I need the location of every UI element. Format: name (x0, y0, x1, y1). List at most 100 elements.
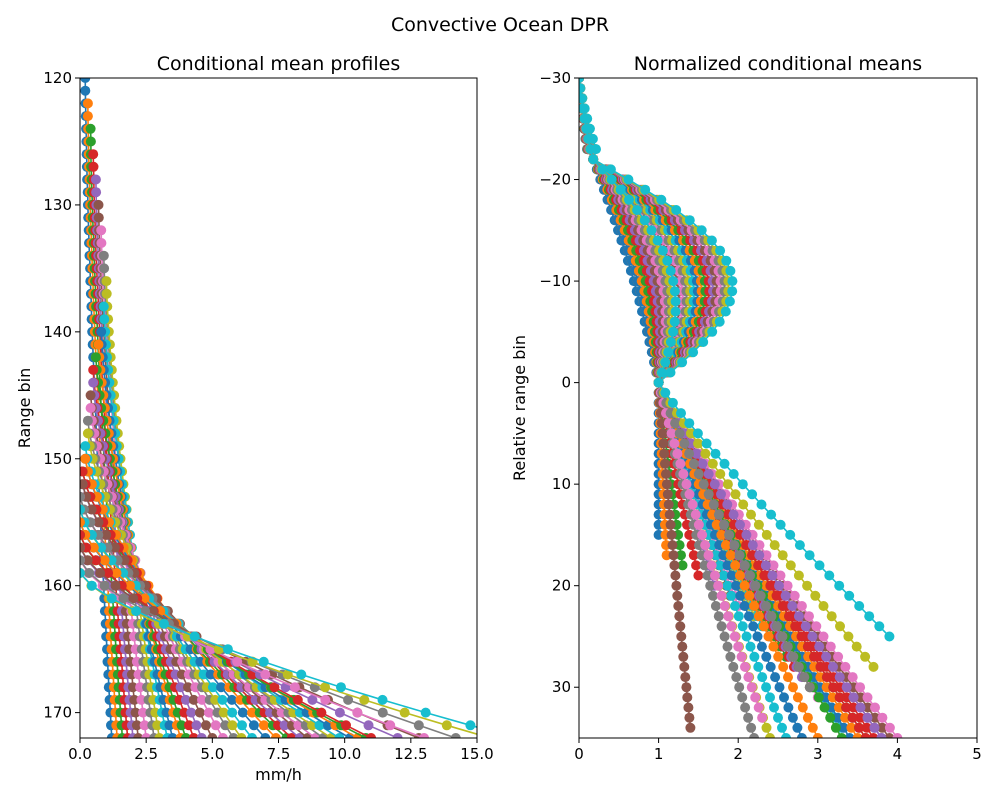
right-data-point (729, 631, 740, 642)
right-data-point (812, 733, 823, 738)
right-data-point (807, 631, 818, 642)
right-data-point (760, 560, 771, 571)
right-data-point (727, 286, 738, 297)
right-data-point (722, 641, 733, 652)
right-data-point (700, 540, 711, 551)
right-data-point (765, 733, 775, 738)
right-data-point (715, 469, 726, 479)
right-data-point (581, 123, 592, 134)
right-data-point (836, 733, 847, 738)
left-x-tick-label: 10.0 (328, 745, 361, 763)
right-data-point (794, 540, 805, 551)
right-data-point (804, 611, 814, 622)
right-data-point (868, 661, 879, 672)
right-data-point (825, 712, 836, 723)
right-y-tick-label: 20 (552, 577, 571, 595)
right-data-point (733, 641, 744, 652)
left-data-point (377, 694, 388, 705)
right-data-point (746, 509, 756, 520)
right-data-point (615, 184, 626, 195)
right-data-point (597, 164, 608, 175)
left-data-point (289, 682, 300, 693)
left-data-point (399, 707, 410, 718)
right-data-point (775, 519, 786, 530)
right-data-point (724, 529, 735, 540)
right-data-point (688, 458, 699, 469)
right-data-point (765, 692, 775, 703)
right-data-point (748, 621, 759, 632)
right-data-point (754, 550, 765, 561)
right-data-point (821, 651, 832, 662)
right-data-point (728, 509, 739, 520)
right-data-point (687, 499, 698, 510)
left-data-point (359, 694, 370, 705)
right-data-point (718, 570, 729, 581)
left-data-point (80, 517, 85, 528)
right-data-point (653, 529, 664, 540)
right-data-point (841, 702, 852, 713)
right-data-point (719, 519, 729, 530)
right-series-39 (579, 78, 895, 642)
right-data-point (693, 469, 704, 479)
left-data-point (184, 720, 194, 731)
right-data-point (804, 550, 815, 561)
right-data-point (892, 733, 903, 738)
right-data-point (814, 560, 825, 571)
left-y-tick-label: 150 (43, 450, 72, 468)
left-y-tick-label: 140 (43, 323, 72, 341)
right-data-point (726, 590, 737, 601)
right-data-point (766, 611, 777, 622)
left-x-tick-label: 5.0 (200, 745, 224, 763)
right-data-point (719, 631, 730, 642)
right-data-point (774, 682, 785, 693)
right-data-point (852, 733, 863, 738)
right-data-point (700, 448, 711, 459)
right-data-point (691, 560, 702, 571)
right-data-point (884, 631, 895, 642)
right-data-point (799, 672, 810, 683)
left-data-point (210, 720, 221, 731)
right-data-point (684, 529, 695, 540)
right-data-point (588, 154, 599, 165)
right-data-point (693, 438, 704, 449)
left-y-ticks: 120 130 140 150 160 170 (43, 69, 80, 722)
right-data-point (676, 631, 687, 642)
left-data-point (341, 720, 351, 731)
right-data-point (721, 255, 732, 266)
right-data-point (724, 296, 735, 307)
left-data-point (334, 707, 345, 718)
right-data-point (671, 580, 682, 591)
right-data-point (668, 326, 679, 337)
right-data-point (680, 672, 691, 683)
right-data-point (672, 448, 683, 459)
right-data-point (737, 621, 748, 632)
right-data-point (710, 601, 721, 611)
right-data-point (703, 489, 714, 500)
right-data-point (681, 682, 692, 693)
right-data-point (725, 550, 736, 561)
right-data-point (800, 621, 811, 632)
right-data-point (815, 661, 826, 672)
right-data-point (705, 580, 716, 591)
left-data-point (197, 694, 207, 705)
right-data-point (740, 661, 750, 672)
right-data-point (716, 489, 726, 500)
left-data-point (179, 707, 190, 718)
right-data-point (750, 580, 761, 591)
right-data-point (741, 631, 752, 642)
right-data-point (832, 712, 843, 723)
left-data-point (90, 352, 101, 363)
left-series-line (80, 547, 398, 738)
right-data-point (660, 387, 671, 398)
right-data-point (734, 570, 745, 581)
right-data-point (796, 631, 807, 642)
right-data-point (753, 702, 764, 713)
right-data-point (753, 611, 764, 622)
left-data-point (343, 694, 354, 705)
right-data-point (818, 601, 829, 611)
right-data-point (671, 205, 682, 215)
left-data-point (247, 733, 257, 738)
right-data-point (735, 590, 746, 601)
right-data-point (685, 428, 696, 439)
